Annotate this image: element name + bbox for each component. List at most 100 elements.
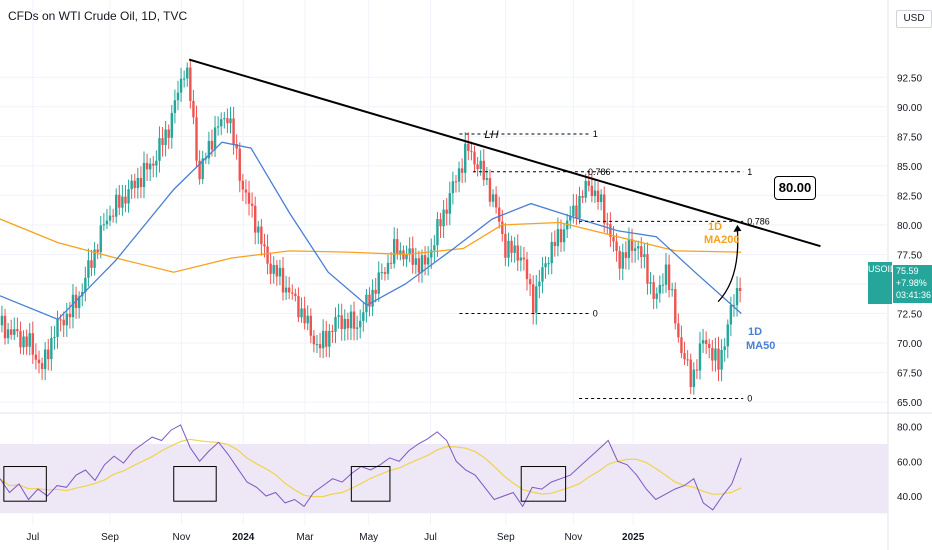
candle-body: [587, 180, 590, 186]
candle-body: [405, 253, 408, 260]
price-tick: 65.00: [897, 398, 922, 409]
candle-body: [352, 311, 356, 329]
candle-body: [541, 267, 544, 282]
last-price: 75.59: [896, 266, 919, 276]
candle-body: [670, 289, 674, 291]
currency-button[interactable]: USD: [896, 10, 932, 28]
candle-body: [479, 160, 482, 170]
candle-body: [192, 100, 195, 118]
candle-body: [652, 282, 655, 299]
candle-body: [102, 224, 106, 226]
time-tick: 2025: [622, 532, 645, 543]
candle-body: [371, 289, 374, 307]
candle-body: [34, 354, 38, 360]
candle-body: [498, 207, 501, 222]
fib-label: 0.786: [747, 216, 770, 226]
candle-body: [16, 329, 19, 332]
fib-label: 0: [747, 394, 752, 404]
candle-body: [340, 315, 343, 329]
rsi-axis: 80.00 60.00 40.00: [897, 423, 922, 503]
candle-body: [50, 337, 53, 360]
candle-body: [399, 250, 402, 255]
candle-body: [355, 327, 359, 329]
candle-body: [241, 180, 245, 190]
candle-body: [411, 248, 414, 265]
candle-body: [133, 180, 136, 189]
projection-arrow: [717, 229, 739, 303]
rsi-band: [0, 444, 888, 514]
candle-body: [275, 264, 279, 277]
candle-body: [593, 190, 597, 197]
candle-body: [426, 257, 430, 265]
candle-body: [590, 185, 594, 197]
price-change: +7.98%: [896, 278, 927, 288]
candle-body: [454, 181, 458, 183]
price-tick: 77.50: [897, 250, 922, 261]
candle-body: [321, 330, 325, 349]
candle-body: [538, 281, 541, 287]
candle-body: [408, 248, 411, 254]
time-tick: Mar: [296, 532, 314, 543]
candle-body: [729, 305, 733, 325]
price-axis: 92.5090.0087.5085.0082.5080.0077.5075.00…: [897, 73, 922, 409]
candle-body: [65, 313, 68, 326]
rsi-box: [520, 466, 567, 502]
price-tick: 80.00: [897, 221, 922, 232]
candle-body: [575, 205, 578, 219]
time-tick: 2024: [232, 532, 255, 543]
candle-body: [68, 313, 72, 318]
candle-body: [182, 78, 186, 80]
candle-body: [207, 140, 211, 159]
time-tick: Nov: [564, 532, 582, 543]
candle-body: [22, 336, 25, 348]
candle-body: [281, 267, 285, 293]
candle-body: [47, 349, 50, 360]
candle-body: [726, 324, 729, 347]
candle-body: [374, 289, 377, 294]
candle-body: [692, 369, 695, 387]
candle-body: [544, 263, 547, 268]
candle-body: [164, 129, 167, 146]
candle-body: [606, 223, 609, 225]
candle-body: [599, 194, 603, 203]
candle-body: [667, 264, 671, 291]
candle-body: [226, 118, 229, 124]
candle-body: [464, 143, 467, 173]
candle-body: [658, 285, 662, 294]
candle-body: [315, 344, 319, 346]
candle-body: [260, 226, 263, 245]
candle-body: [646, 254, 649, 284]
candle-body: [664, 264, 668, 285]
candle-body: [303, 308, 306, 324]
candle-body: [195, 117, 198, 161]
candle-body: [442, 209, 445, 227]
candle-body: [130, 180, 133, 190]
price-tick: 85.00: [897, 162, 922, 173]
candle-body: [84, 277, 87, 293]
candle-body: [362, 312, 365, 321]
candle-body: [627, 239, 631, 258]
candle-body: [720, 349, 723, 370]
candle-body: [522, 257, 526, 260]
candle-body: [457, 168, 461, 182]
candle-body: [90, 260, 93, 268]
candle-body: [637, 246, 640, 249]
candle-body: [473, 151, 476, 165]
candle-body: [37, 359, 41, 364]
candle-body: [451, 181, 455, 194]
candle-body: [6, 329, 10, 339]
candle-body: [389, 262, 393, 264]
candle-body: [569, 216, 572, 221]
candle-body: [396, 239, 399, 255]
price-tick: 82.50: [897, 191, 922, 202]
candle-body: [287, 287, 291, 293]
candle-body: [198, 160, 201, 180]
fib-label: 1: [593, 129, 598, 139]
candle-body: [612, 236, 615, 242]
rsi-tick: 40.00: [897, 492, 922, 503]
candle-body: [439, 219, 442, 227]
price-tick: 90.00: [897, 103, 922, 114]
candle-body: [711, 347, 714, 361]
candle-body: [59, 319, 62, 321]
